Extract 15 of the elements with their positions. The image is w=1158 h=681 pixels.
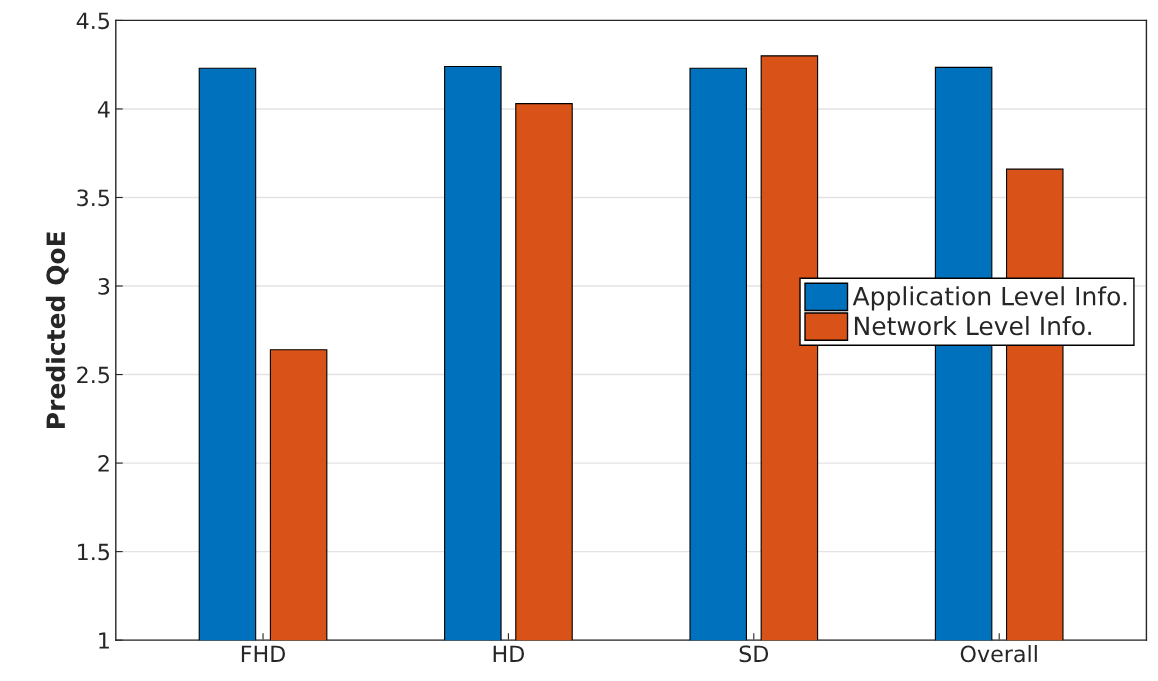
y-tick-label: 2.5 [77,366,109,384]
x-tick-label: HD [493,645,525,662]
x-tick-label: Overall [960,645,1037,663]
legend-label: Application Level Info. [852,286,1127,311]
x-tick-label: SD [739,645,769,663]
y-tick-label: 1 [99,632,109,649]
legend-label: Network Level Info. [854,315,1091,336]
y-tick-label: 4 [97,101,110,118]
y-axis-title: Predicted QoE [45,232,69,428]
x-tick-label: FHD [241,645,286,662]
y-tick-label: 2 [98,455,109,472]
y-tick-label: 1.5 [78,543,109,561]
y-tick-label: 4.5 [76,12,109,30]
y-tick-label: 3.5 [77,189,109,207]
y-tick-label: 3 [98,277,110,295]
